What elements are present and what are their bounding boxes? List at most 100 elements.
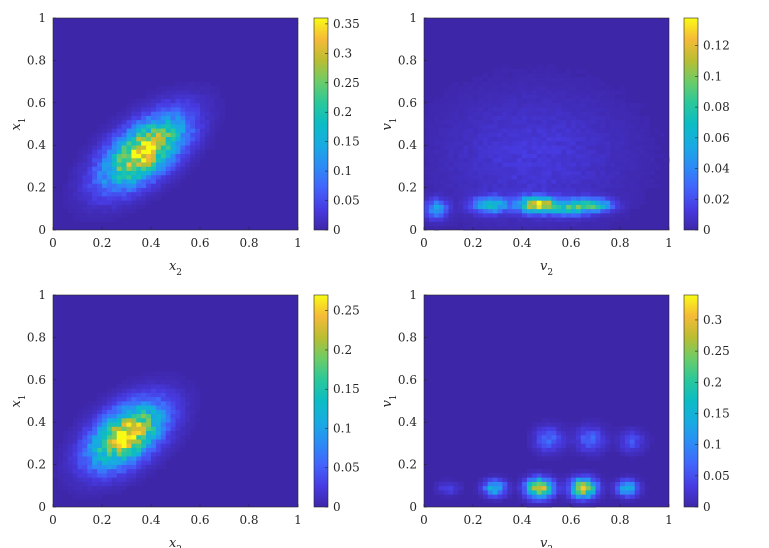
heatmap-cell [541, 94, 547, 99]
heatmap-cell [165, 85, 171, 91]
heatmap-cell [580, 481, 587, 487]
heatmap-cell [644, 179, 650, 184]
heatmap-cell [72, 460, 78, 465]
heatmap-cell [536, 485, 542, 491]
heatmap-cell [106, 187, 113, 193]
heatmap-cell [620, 473, 626, 478]
heatmap-cell [639, 439, 645, 444]
heatmap-cell [131, 191, 137, 197]
heatmap-cell [497, 174, 503, 180]
heatmap-cell [595, 153, 601, 159]
heatmap-cell [87, 149, 93, 155]
heatmap-cell [487, 145, 493, 150]
heatmap-cell [541, 174, 547, 180]
heatmap-cell [512, 115, 518, 121]
heatmap-cell [438, 490, 444, 495]
heatmap-cell [526, 73, 533, 78]
heatmap-cell [482, 498, 489, 504]
heatmap-cell [87, 217, 93, 222]
heatmap-cell [497, 208, 503, 214]
heatmap-cell [131, 456, 137, 461]
heatmap-cell [433, 166, 440, 171]
heatmap-cell [531, 73, 538, 78]
heatmap-cell [507, 217, 513, 222]
heatmap-cell [492, 498, 498, 504]
heatmap-cell [121, 140, 127, 146]
heatmap-cell [116, 208, 122, 214]
heatmap-cell [629, 494, 636, 499]
heatmap-cell [634, 477, 640, 482]
y-tick-label: 0.4 [27, 415, 46, 429]
heatmap-cell [551, 217, 557, 222]
heatmap-cell [92, 430, 98, 436]
heatmap-cell [561, 166, 567, 171]
heatmap-cell [522, 132, 528, 138]
heatmap-cell [615, 153, 621, 159]
heatmap-cell [106, 208, 113, 214]
heatmap-cell [116, 405, 122, 410]
heatmap-cell [546, 81, 552, 87]
heatmap-cell [477, 115, 484, 121]
heatmap-cell [116, 196, 122, 201]
heatmap-cell [566, 94, 572, 99]
heatmap-cell [497, 170, 503, 176]
heatmap-cell [433, 119, 440, 125]
heatmap-cell [175, 405, 181, 410]
heatmap-cell [477, 124, 484, 129]
heatmap-cell [443, 115, 449, 121]
heatmap-cell [136, 119, 142, 125]
heatmap-cell [536, 128, 542, 133]
heatmap-cell [155, 430, 162, 436]
heatmap-cell [111, 170, 118, 176]
y-tick-label: 0.2 [398, 458, 417, 472]
heatmap-cell [463, 111, 469, 116]
heatmap-cell [512, 481, 518, 487]
heatmap-cells [433, 417, 655, 508]
heatmap-cell [546, 187, 552, 193]
heatmap-cell [492, 140, 498, 146]
heatmap-cell [551, 174, 557, 180]
heatmap-cell [541, 447, 547, 453]
heatmap-cell [487, 157, 493, 163]
heatmap-cell [634, 153, 640, 159]
heatmap-cell [151, 102, 157, 108]
colorbar [313, 17, 329, 231]
heatmap-cell [185, 422, 191, 427]
heatmap-cell [448, 132, 454, 138]
heatmap-cell [111, 132, 118, 138]
heatmap-cell [556, 140, 562, 146]
heatmap-cell [57, 460, 64, 465]
heatmap-cell [487, 81, 493, 87]
heatmap-cell [180, 119, 186, 125]
heatmap-cell [531, 170, 538, 176]
heatmap-cell [131, 140, 137, 146]
heatmap-cell [185, 392, 191, 398]
heatmap-cell [629, 140, 636, 146]
heatmap-cell [541, 473, 547, 478]
heatmap-cell [126, 439, 132, 444]
heatmap-cell [82, 149, 88, 155]
heatmap-cell [443, 490, 449, 495]
heatmap-cell [92, 451, 98, 457]
heatmap-cell [87, 409, 93, 415]
heatmap-cell [72, 170, 78, 176]
heatmap-cell [526, 77, 533, 82]
heatmap-cell [624, 140, 631, 146]
heatmap-cell [571, 200, 577, 205]
heatmap-cell [502, 477, 508, 482]
heatmap-cell [551, 434, 557, 440]
heatmap-cell [541, 498, 547, 504]
heatmap-cell [595, 145, 601, 150]
heatmap-cell [620, 85, 626, 91]
heatmap-cell [531, 468, 538, 474]
heatmap-cell [497, 136, 503, 142]
heatmap-cell [185, 111, 191, 116]
heatmap-cell [546, 98, 552, 104]
heatmap-cell [595, 124, 601, 129]
heatmap-cell [185, 102, 191, 108]
heatmap-cell [155, 187, 162, 193]
heatmap-cell [639, 481, 645, 487]
heatmap-cell [448, 90, 454, 95]
heatmap-cell [546, 166, 552, 171]
heatmap-cell [561, 221, 567, 227]
